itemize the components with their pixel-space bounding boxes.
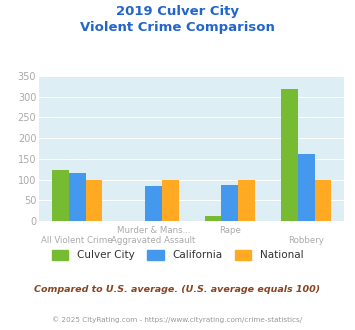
Text: Rape: Rape [219,226,241,235]
Bar [315,180,331,221]
Text: Compared to U.S. average. (U.S. average equals 100): Compared to U.S. average. (U.S. average … [34,285,321,294]
Text: © 2025 CityRating.com - https://www.cityrating.com/crime-statistics/: © 2025 CityRating.com - https://www.city… [53,317,302,323]
Text: 2019 Culver City: 2019 Culver City [116,5,239,18]
Bar [238,180,255,221]
Bar [205,216,222,221]
Bar [145,186,162,221]
Bar [281,89,298,221]
Legend: Culver City, California, National: Culver City, California, National [52,250,303,260]
Text: All Violent Crime: All Violent Crime [42,236,113,245]
Bar [52,171,69,221]
Bar [162,180,179,221]
Bar [222,184,238,221]
Bar [86,180,102,221]
Bar [298,154,315,221]
Bar [69,173,86,221]
Text: Murder & Mans...: Murder & Mans... [117,226,190,235]
Text: Aggravated Assault: Aggravated Assault [111,236,196,245]
Text: Robbery: Robbery [288,236,324,245]
Text: Violent Crime Comparison: Violent Crime Comparison [80,21,275,34]
